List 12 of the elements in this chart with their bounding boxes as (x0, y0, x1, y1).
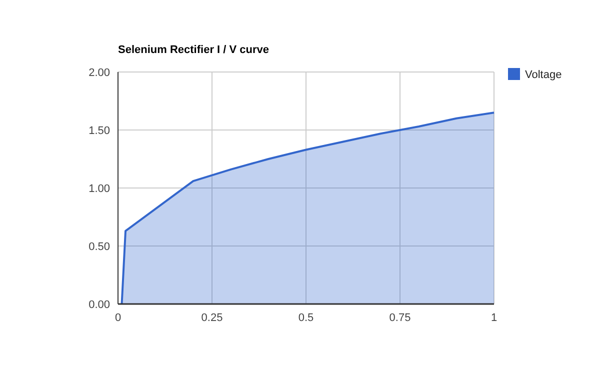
y-tick-label: 1.00 (88, 182, 110, 195)
x-tick-label: 0.25 (201, 312, 223, 324)
x-tick-label: 0.75 (389, 312, 411, 324)
y-tick-label: 2.00 (88, 66, 110, 79)
y-tick-label: 1.50 (88, 124, 110, 137)
x-tick-label: 0 (114, 312, 122, 324)
x-tick-label: 1 (490, 312, 498, 324)
chart-title: Selenium Rectifier I / V curve (118, 44, 270, 56)
x-tick-label: 0.5 (298, 312, 314, 324)
y-tick-label: 0.50 (88, 240, 110, 253)
y-tick-label: 0.00 (88, 298, 110, 311)
legend-label: Voltage (525, 69, 562, 81)
